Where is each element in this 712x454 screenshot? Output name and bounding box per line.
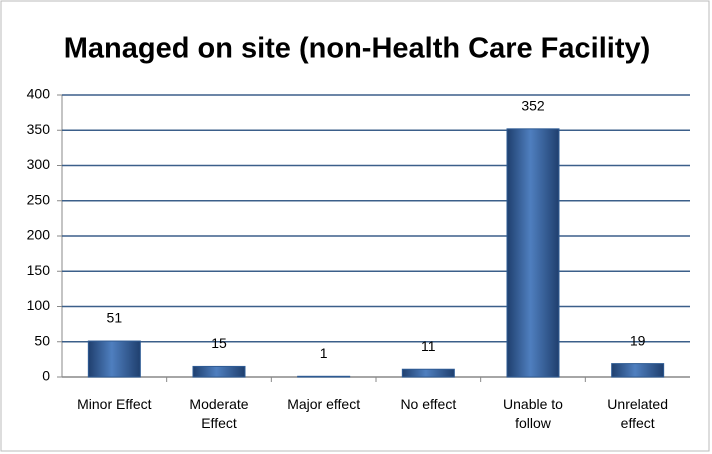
value-label: 11 <box>421 338 436 354</box>
bar <box>611 363 665 378</box>
value-label: 15 <box>211 335 227 351</box>
x-tick-label: Moderate Effect <box>189 396 249 431</box>
y-tick-label: 50 <box>34 332 50 348</box>
value-label: 1 <box>320 345 328 361</box>
bar <box>506 128 560 378</box>
value-label: 19 <box>630 332 646 348</box>
value-label: 51 <box>107 310 123 326</box>
y-tick-label: 350 <box>27 121 51 137</box>
bar <box>192 365 246 378</box>
y-tick-label: 250 <box>27 191 51 207</box>
x-tick-label: Minor Effect <box>77 396 152 412</box>
y-tick-label: 300 <box>27 156 51 172</box>
bar <box>401 368 455 378</box>
chart-title: Managed on site (non-Health Care Facilit… <box>64 33 651 65</box>
y-tick-label: 200 <box>27 227 51 243</box>
x-tick-label: Major effect <box>287 396 361 412</box>
y-tick-label: 400 <box>27 86 51 102</box>
x-tick-label: No effect <box>400 396 457 412</box>
bar <box>297 375 351 378</box>
y-tick-label: 100 <box>27 297 51 313</box>
y-tick-label: 0 <box>42 368 50 384</box>
value-label: 352 <box>521 98 545 114</box>
bar <box>87 340 141 378</box>
y-tick-label: 150 <box>27 262 51 278</box>
x-tick-label: Unrelated effect <box>607 396 668 431</box>
x-tick-label: Unable to follow <box>503 396 563 431</box>
